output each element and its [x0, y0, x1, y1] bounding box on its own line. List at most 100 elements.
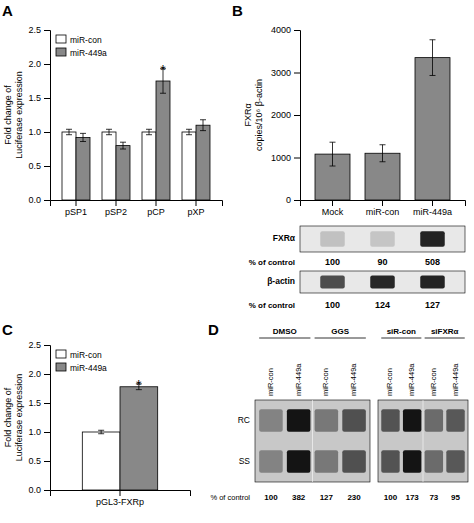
- annotation: *: [136, 377, 142, 393]
- blot-band: [403, 450, 421, 473]
- legend-item: miR-con: [56, 350, 102, 360]
- axis-line: [294, 31, 301, 201]
- error-bar: [380, 145, 386, 162]
- tick: miR-con: [366, 200, 400, 217]
- blot-value: 100: [325, 300, 340, 310]
- blot-name: FXRα: [273, 233, 296, 243]
- blot-band: [425, 409, 443, 432]
- lane-label: miR-449a: [407, 363, 416, 396]
- group-underline: [315, 338, 366, 339]
- tick-mark: [44, 64, 50, 65]
- plot-marks: [82, 384, 157, 490]
- tick-mark: [294, 158, 300, 159]
- legend-swatch: [56, 35, 66, 43]
- panel-label: B: [232, 2, 243, 19]
- y-axis-title: Fold change ofLuciferase expression: [3, 71, 24, 159]
- tick-label: miR-con: [366, 207, 400, 217]
- annotation: *: [160, 62, 166, 78]
- tick-mark: [432, 200, 433, 206]
- tick-mark: [44, 98, 50, 99]
- tick-label: 0.0: [28, 485, 41, 495]
- blot-band: [403, 409, 421, 432]
- tick: Mock: [322, 200, 344, 217]
- error-bar: [66, 129, 72, 134]
- tick-mark: [44, 132, 50, 133]
- y-axis: 01000200030004000: [271, 25, 301, 205]
- axis-line: [44, 31, 51, 201]
- tick-label: 0: [286, 195, 291, 205]
- blot-value: 100: [384, 493, 398, 502]
- tick-label: 0.0: [28, 195, 41, 205]
- blot-value: 90: [377, 257, 387, 267]
- axis-line: [301, 201, 466, 207]
- blot-row-label: RC: [238, 415, 250, 425]
- bar: [196, 125, 210, 200]
- blot-frame: [378, 400, 468, 482]
- tick-mark: [382, 200, 383, 206]
- blot-value: 100: [325, 257, 340, 267]
- tick: 1.0: [28, 427, 50, 437]
- error-bar: [80, 133, 86, 141]
- blot-band: [315, 450, 339, 473]
- blot: 100124127β-actin% of control: [249, 271, 465, 310]
- tick-mark: [44, 30, 50, 31]
- x-axis: pGL3-FXRp: [51, 490, 191, 507]
- blot-row-label: % of control: [249, 301, 295, 310]
- tick-label: pCP: [147, 207, 165, 217]
- blot-band: [381, 450, 399, 473]
- blot-row-label: % of control: [249, 258, 295, 267]
- panel: B01000200030004000MockmiR-conmiR-449aFXR…: [232, 2, 466, 310]
- tick-label: miR-449a: [413, 207, 452, 217]
- tick-label: 1.5: [28, 93, 41, 103]
- y-axis: 0.00.51.01.52.02.5: [28, 25, 50, 205]
- panel-label: D: [208, 321, 219, 338]
- lane-label: miR-449a: [294, 363, 303, 396]
- blot-frame: [300, 226, 465, 252]
- legend-item: miR-449a: [56, 363, 107, 373]
- tick-mark: [44, 432, 50, 433]
- tick-mark: [44, 345, 50, 346]
- tick: pCP: [147, 200, 165, 217]
- tick-label: pXP: [187, 207, 204, 217]
- blot-band: [320, 231, 345, 247]
- plot-marks: [62, 69, 210, 200]
- blot-value: 382: [292, 493, 306, 502]
- blot-band: [287, 409, 311, 432]
- lane-separator: [312, 400, 313, 482]
- tick-mark: [116, 200, 117, 206]
- bar: [102, 132, 116, 200]
- x-axis: pSP1pSP2pCPpXP: [51, 200, 223, 217]
- error-bar: [146, 129, 152, 134]
- bar: [182, 132, 196, 200]
- tick-mark: [44, 166, 50, 167]
- tick-mark: [196, 200, 197, 206]
- blot-name: β-actin: [267, 276, 295, 286]
- blot-band: [320, 275, 345, 288]
- tick-label: pSP1: [65, 207, 87, 217]
- tick: 0: [286, 195, 300, 205]
- tick-mark: [44, 490, 50, 491]
- axis-line: [44, 346, 51, 491]
- tick-label: 1000: [271, 153, 291, 163]
- tick: 1.5: [28, 93, 50, 103]
- legend-label: miR-con: [70, 350, 102, 360]
- error-bar: [330, 142, 336, 166]
- tick: 1.5: [28, 398, 50, 408]
- blot: 10090508FXRα% of control: [249, 226, 465, 267]
- blot-band: [381, 409, 399, 432]
- group-label: siFXRα: [431, 327, 459, 336]
- tick-mark: [76, 200, 77, 206]
- y-axis-title: FXRαcopies/10⁶ β-actin: [243, 79, 264, 151]
- blot-value: 100: [264, 493, 278, 502]
- blot-band: [420, 231, 445, 247]
- tick: 2.5: [28, 340, 50, 350]
- tick: 0.0: [28, 485, 50, 495]
- blot-value: 124: [375, 300, 390, 310]
- tick: miR-449a: [413, 200, 452, 217]
- group-label: DMSO: [273, 327, 297, 336]
- bar: [415, 58, 450, 200]
- error-bar: [98, 430, 104, 433]
- axis-line: [51, 201, 223, 207]
- legend: miR-conmiR-449a: [56, 35, 107, 58]
- tick: 1000: [271, 153, 300, 163]
